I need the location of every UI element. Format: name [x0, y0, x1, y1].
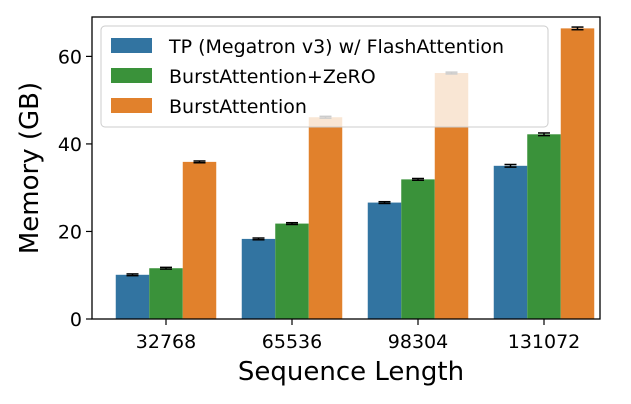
bar [182, 161, 217, 319]
x-axis: 32768 65536 98304 131072 [136, 319, 580, 353]
error-bar [378, 200, 391, 205]
y-tick-label: 20 [58, 221, 82, 243]
y-axis: 0 20 40 60 [58, 46, 92, 331]
error-bar [193, 160, 206, 164]
error-bar [252, 237, 265, 241]
legend: TP (Megatron v3) w/ FlashAttention BurstA… [100, 25, 549, 128]
x-axis-label: Sequence Length [238, 357, 464, 387]
legend-label: BurstAttention+ZeRO [169, 66, 376, 88]
error-bar [571, 26, 584, 31]
x-tick-label: 98304 [388, 331, 448, 353]
bar [275, 223, 309, 319]
bar [308, 117, 343, 319]
y-tick-label: 40 [58, 134, 82, 156]
legend-swatch [111, 68, 152, 83]
legend-label: BurstAttention [169, 96, 307, 118]
bar [493, 165, 528, 319]
x-tick-label: 131072 [508, 331, 581, 353]
bar [560, 28, 595, 320]
bar [367, 202, 402, 319]
error-bar [126, 273, 139, 277]
y-tick-label: 0 [70, 309, 82, 331]
legend-label: TP (Megatron v3) w/ FlashAttention [168, 36, 504, 58]
bar [115, 274, 150, 319]
y-tick-label: 60 [58, 46, 82, 68]
bar [149, 268, 183, 319]
legend-frame [100, 25, 549, 128]
error-bar [538, 132, 550, 137]
bar [401, 179, 435, 319]
error-bar [504, 163, 517, 168]
error-bar [286, 221, 298, 226]
error-bar [160, 266, 172, 270]
bar [527, 134, 561, 319]
x-tick-label: 65536 [262, 331, 322, 353]
legend-swatch [111, 38, 152, 53]
x-tick-label: 32768 [136, 331, 196, 353]
error-bar [412, 177, 424, 182]
legend-swatch [111, 98, 152, 113]
y-axis-label: Memory (GB) [15, 82, 45, 254]
plot-frame [91, 16, 601, 320]
bar [241, 238, 276, 319]
